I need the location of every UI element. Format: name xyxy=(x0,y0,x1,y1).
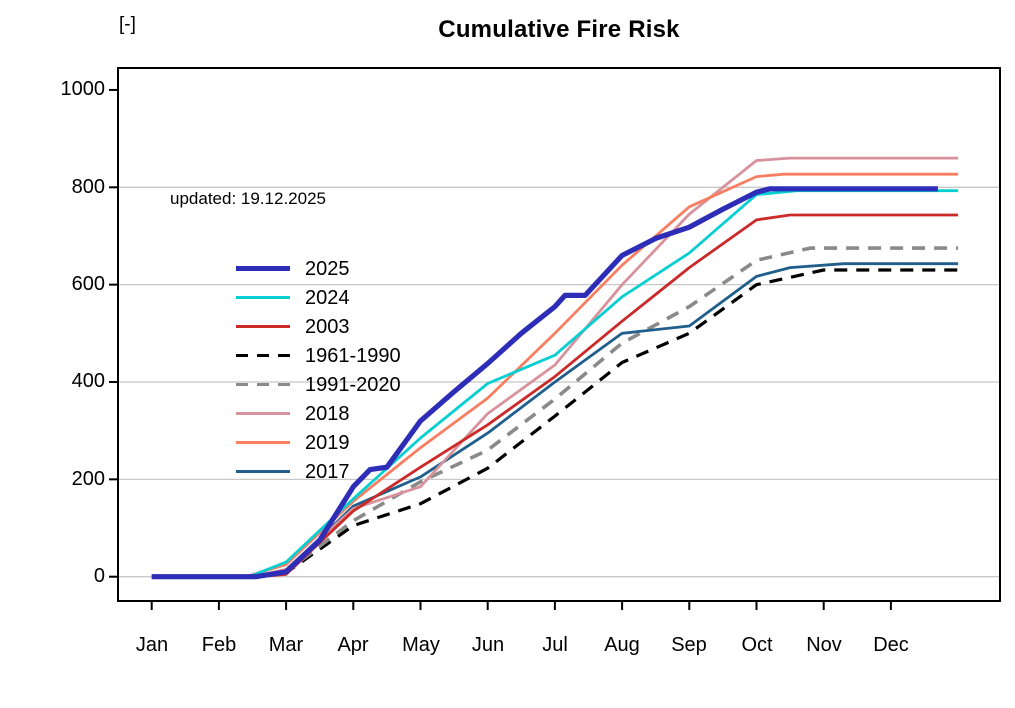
y-tick-label-1000: 1000 xyxy=(60,78,106,100)
y-tick-label-0: 0 xyxy=(93,565,105,587)
legend-item-2024: 2024 xyxy=(236,283,401,312)
legend-line-2019-icon xyxy=(236,441,290,444)
y-tick-label-400: 400 xyxy=(71,370,105,392)
x-tick-label-jun: Jun xyxy=(471,634,505,656)
legend-label-1961-1990: 1961-1990 xyxy=(305,344,401,367)
legend-line-2017-icon xyxy=(236,470,290,473)
legend-item-2003: 2003 xyxy=(236,312,401,341)
legend-label-2003: 2003 xyxy=(305,315,350,338)
legend: 2025 2024 2003 1961-1990 1991-2020 2018 … xyxy=(236,254,401,486)
updated-date-annotation: updated: 19.12.2025 xyxy=(170,189,326,208)
x-tick-label-aug: Aug xyxy=(604,634,640,656)
legend-label-1991-2020: 1991-2020 xyxy=(305,373,401,396)
legend-line-2003-icon xyxy=(236,325,290,328)
x-tick-label-sep: Sep xyxy=(671,634,707,656)
legend-label-2025: 2025 xyxy=(305,257,350,280)
legend-item-2019: 2019 xyxy=(236,428,401,457)
legend-line-2024-icon xyxy=(236,296,290,299)
x-tick-label-jan: Jan xyxy=(135,634,169,656)
legend-label-2024: 2024 xyxy=(305,286,350,309)
y-tick-label-600: 600 xyxy=(71,273,105,295)
legend-label-2019: 2019 xyxy=(305,431,350,454)
legend-line-1961-1990-icon xyxy=(236,354,290,357)
legend-line-2025-icon xyxy=(236,266,290,271)
legend-label-2018: 2018 xyxy=(305,402,350,425)
x-tick-label-apr: Apr xyxy=(337,634,369,656)
legend-label-2017: 2017 xyxy=(305,460,350,483)
chart-title: Cumulative Fire Risk xyxy=(438,16,680,43)
y-tick-label-200: 200 xyxy=(71,468,105,490)
x-tick-label-nov: Nov xyxy=(806,634,842,656)
legend-item-2018: 2018 xyxy=(236,399,401,428)
x-tick-label-may: May xyxy=(402,634,440,656)
legend-line-2018-icon xyxy=(236,412,290,415)
x-tick-label-feb: Feb xyxy=(201,634,237,656)
x-tick-label-jul: Jul xyxy=(542,634,568,656)
legend-item-2025: 2025 xyxy=(236,254,401,283)
y-tick-label-800: 800 xyxy=(71,176,105,198)
x-tick-label-mar: Mar xyxy=(268,634,304,656)
legend-item-2017: 2017 xyxy=(236,457,401,486)
x-tick-label-oct: Oct xyxy=(741,634,773,656)
y-axis-unit-label: [-] xyxy=(119,14,136,35)
legend-item-1991-2020: 1991-2020 xyxy=(236,370,401,399)
legend-line-1991-2020-icon xyxy=(236,382,290,387)
x-tick-label-dec: Dec xyxy=(873,634,909,656)
legend-item-1961-1990: 1961-1990 xyxy=(236,341,401,370)
